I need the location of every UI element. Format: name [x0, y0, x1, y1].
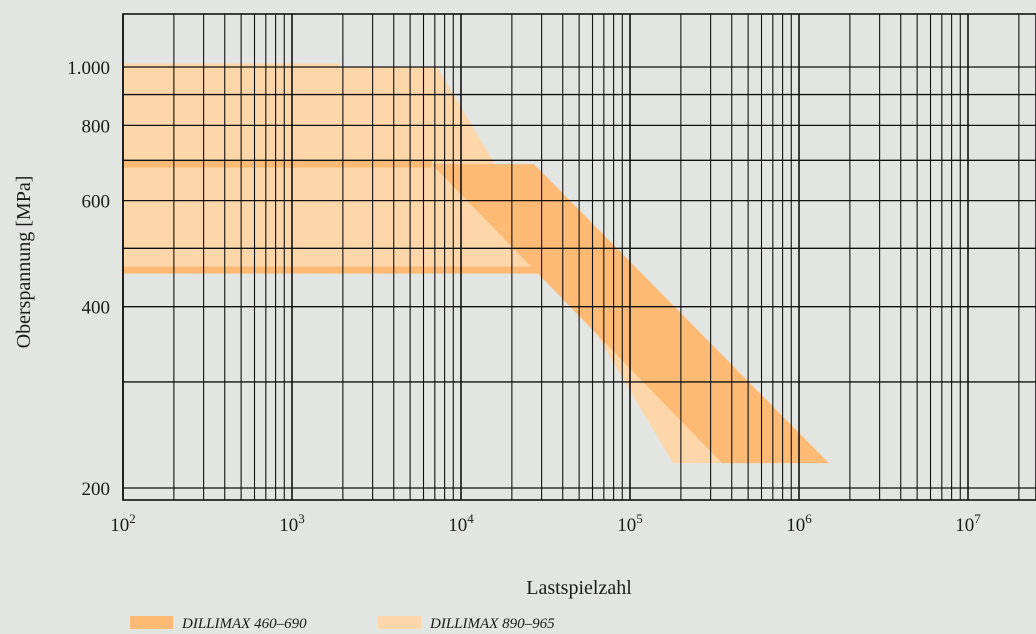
x-tick-label-2: 103	[279, 511, 305, 536]
x-tick-label-6: 107	[955, 511, 981, 536]
x-tick-label-1: 102	[110, 511, 136, 536]
y-tick-label-4: 800	[82, 116, 111, 137]
plot-frame	[122, 13, 1036, 501]
y-tick-label-5: 1.000	[67, 58, 110, 79]
x-axis-title: Lastspielzahl	[526, 577, 632, 599]
plateau-strip-2	[123, 160, 432, 168]
series-band-2	[123, 164, 829, 464]
legend: DILLIMAX 460–690 DILLIMAX 890–965	[130, 616, 555, 632]
x-tick-labels: 102 103 104 105 106 107	[110, 511, 981, 536]
legend-label-1: DILLIMAX 460–690	[181, 616, 307, 632]
x-tick-label-4: 105	[617, 511, 643, 536]
x-tick-label-3: 104	[448, 511, 474, 536]
y-axis-title: Oberspannung [MPa]	[13, 176, 35, 349]
x-tick-label-5: 106	[786, 511, 812, 536]
legend-label-2: DILLIMAX 890–965	[429, 616, 555, 632]
plateau-strip-3	[123, 266, 542, 274]
legend-swatch-1	[130, 616, 173, 629]
y-tick-label-2: 400	[82, 298, 111, 319]
grid-layer	[122, 13, 1036, 501]
y-tick-labels: 200 400 600 800 1.000	[67, 58, 110, 500]
y-tick-label-1: 200	[82, 479, 111, 500]
y-tick-label-3: 600	[82, 192, 111, 213]
legend-swatch-2	[378, 616, 421, 629]
